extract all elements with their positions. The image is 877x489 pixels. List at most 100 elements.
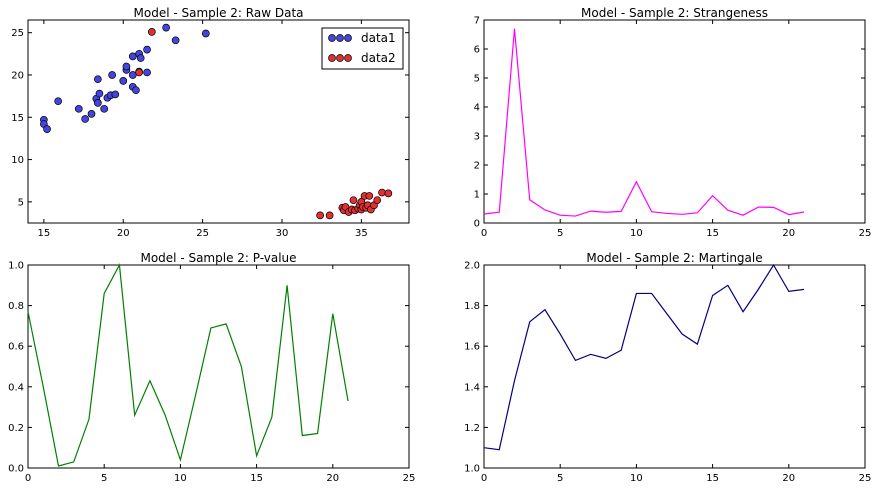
x-tick-label: 5 <box>557 473 563 484</box>
y-tick-label: 10 <box>11 155 24 166</box>
point-data1 <box>162 23 170 32</box>
point-data1 <box>119 77 128 85</box>
x-tick-label: 20 <box>782 228 795 239</box>
line-series <box>483 263 805 451</box>
series-line <box>483 28 805 217</box>
y-tick-label: 3 <box>474 132 480 143</box>
y-tick-label: 15 <box>11 113 24 124</box>
y-tick-label: 1.2 <box>464 423 480 434</box>
point-data1 <box>93 75 102 84</box>
x-tick-label: 35 <box>355 228 368 239</box>
x-tick-label: 15 <box>38 228 51 239</box>
plot-frame <box>27 264 410 469</box>
x-tick-label: 20 <box>782 473 795 484</box>
plot-frame <box>483 264 866 469</box>
legend-marker-data1 <box>336 34 344 42</box>
chart-title: Model - Sample 2: Strangeness <box>581 6 768 20</box>
x-tick-label: 0 <box>481 473 487 484</box>
point-data1 <box>108 71 116 79</box>
x-tick-label: 15 <box>706 473 719 484</box>
axis-ticks: 15 20 25 30 35 5 10 15 20 25 <box>11 20 409 239</box>
series-line <box>27 262 349 467</box>
y-tick-label: 20 <box>11 70 24 81</box>
x-tick-label: 5 <box>557 228 563 239</box>
x-tick-label: 25 <box>196 228 209 239</box>
point-data2 <box>349 196 358 205</box>
x-tick-label: 5 <box>101 473 107 484</box>
scatter-points <box>40 23 393 220</box>
y-tick-label: 0 <box>474 219 480 230</box>
legend-marker-data1 <box>344 34 352 42</box>
x-tick-label: 25 <box>403 473 416 484</box>
y-tick-label: 5 <box>18 197 24 208</box>
y-tick-label: 2.0 <box>464 261 480 272</box>
point-data1 <box>143 68 151 77</box>
y-tick-label: 0.2 <box>8 423 24 434</box>
point-data2 <box>147 27 156 36</box>
point-data2 <box>384 189 393 198</box>
y-tick-label: 4 <box>474 103 480 114</box>
line-series <box>27 262 349 467</box>
point-data1 <box>201 29 210 38</box>
x-tick-label: 30 <box>276 228 289 239</box>
x-tick-label: 0 <box>481 228 487 239</box>
x-tick-label: 25 <box>859 228 872 239</box>
martingale-line-panel: Model - Sample 2: Martingale 0 5 10 15 20 25 1… <box>464 251 871 484</box>
x-tick-label: 15 <box>250 473 263 484</box>
plot-frame <box>27 19 410 224</box>
point-data1 <box>93 99 102 107</box>
chart-title: Model - Sample 2: Raw Data <box>134 6 304 20</box>
legend-label-data2: data2 <box>361 51 396 65</box>
y-tick-label: 0.0 <box>8 464 24 475</box>
point-data1 <box>132 86 140 95</box>
strangeness-line-panel: Model - Sample 2: Strangeness 0 5 10 15 20 25… <box>474 6 872 239</box>
y-tick-label: 5 <box>474 74 480 85</box>
legend: data1 data2 <box>321 27 404 70</box>
point-data1 <box>74 104 83 113</box>
point-data1 <box>43 125 51 133</box>
y-tick-label: 1.6 <box>464 342 480 353</box>
point-data2 <box>378 188 386 197</box>
y-tick-label: 1.8 <box>464 301 480 312</box>
y-tick-label: 7 <box>474 16 480 27</box>
series-line <box>483 263 805 451</box>
x-tick-label: 10 <box>630 473 643 484</box>
legend-marker-data2 <box>344 54 352 62</box>
x-tick-label: 25 <box>859 473 872 484</box>
axis-ticks: 0 5 10 15 20 25 0 1 2 3 4 5 6 7 <box>474 16 872 240</box>
point-data1 <box>81 115 90 123</box>
y-tick-label: 2 <box>474 161 480 172</box>
point-data2 <box>135 68 143 77</box>
point-data1 <box>171 36 180 45</box>
x-tick-label: 0 <box>25 473 31 484</box>
point-data1 <box>111 90 120 99</box>
axis-ticks: 0 5 10 15 20 25 0.0 0.2 0.4 0.6 0.8 1.0 <box>8 261 415 485</box>
point-data1 <box>100 104 109 113</box>
point-data2 <box>365 192 374 200</box>
y-tick-label: 6 <box>474 45 480 56</box>
point-data1 <box>87 110 96 118</box>
point-data1 <box>136 54 145 62</box>
point-data1 <box>128 71 137 79</box>
point-data1 <box>95 89 104 98</box>
x-tick-label: 10 <box>174 473 187 484</box>
plot-frame <box>483 19 866 224</box>
chart-title: Model - Sample 2: Martingale <box>586 251 762 265</box>
raw-data-scatter-panel: Model - Sample 2: Raw Data 15 20 25 30 35 5 10… <box>11 6 410 239</box>
legend-marker-data2 <box>328 54 336 62</box>
legend-marker-data1 <box>328 34 336 42</box>
point-data1 <box>143 45 151 54</box>
y-tick-label: 1.4 <box>464 382 480 393</box>
x-tick-label: 15 <box>706 228 719 239</box>
legend-label-data1: data1 <box>361 31 396 45</box>
y-tick-label: 0.8 <box>8 301 24 312</box>
y-tick-label: 1 <box>474 190 480 201</box>
y-tick-label: 1.0 <box>464 464 480 475</box>
point-data1 <box>54 97 63 106</box>
x-tick-label: 10 <box>630 228 643 239</box>
x-tick-label: 20 <box>117 228 130 239</box>
axis-ticks: 0 5 10 15 20 25 1.0 1.2 1.4 1.6 1.8 2.0 <box>464 261 871 485</box>
line-series <box>483 28 805 217</box>
y-tick-label: 0.6 <box>8 342 24 353</box>
